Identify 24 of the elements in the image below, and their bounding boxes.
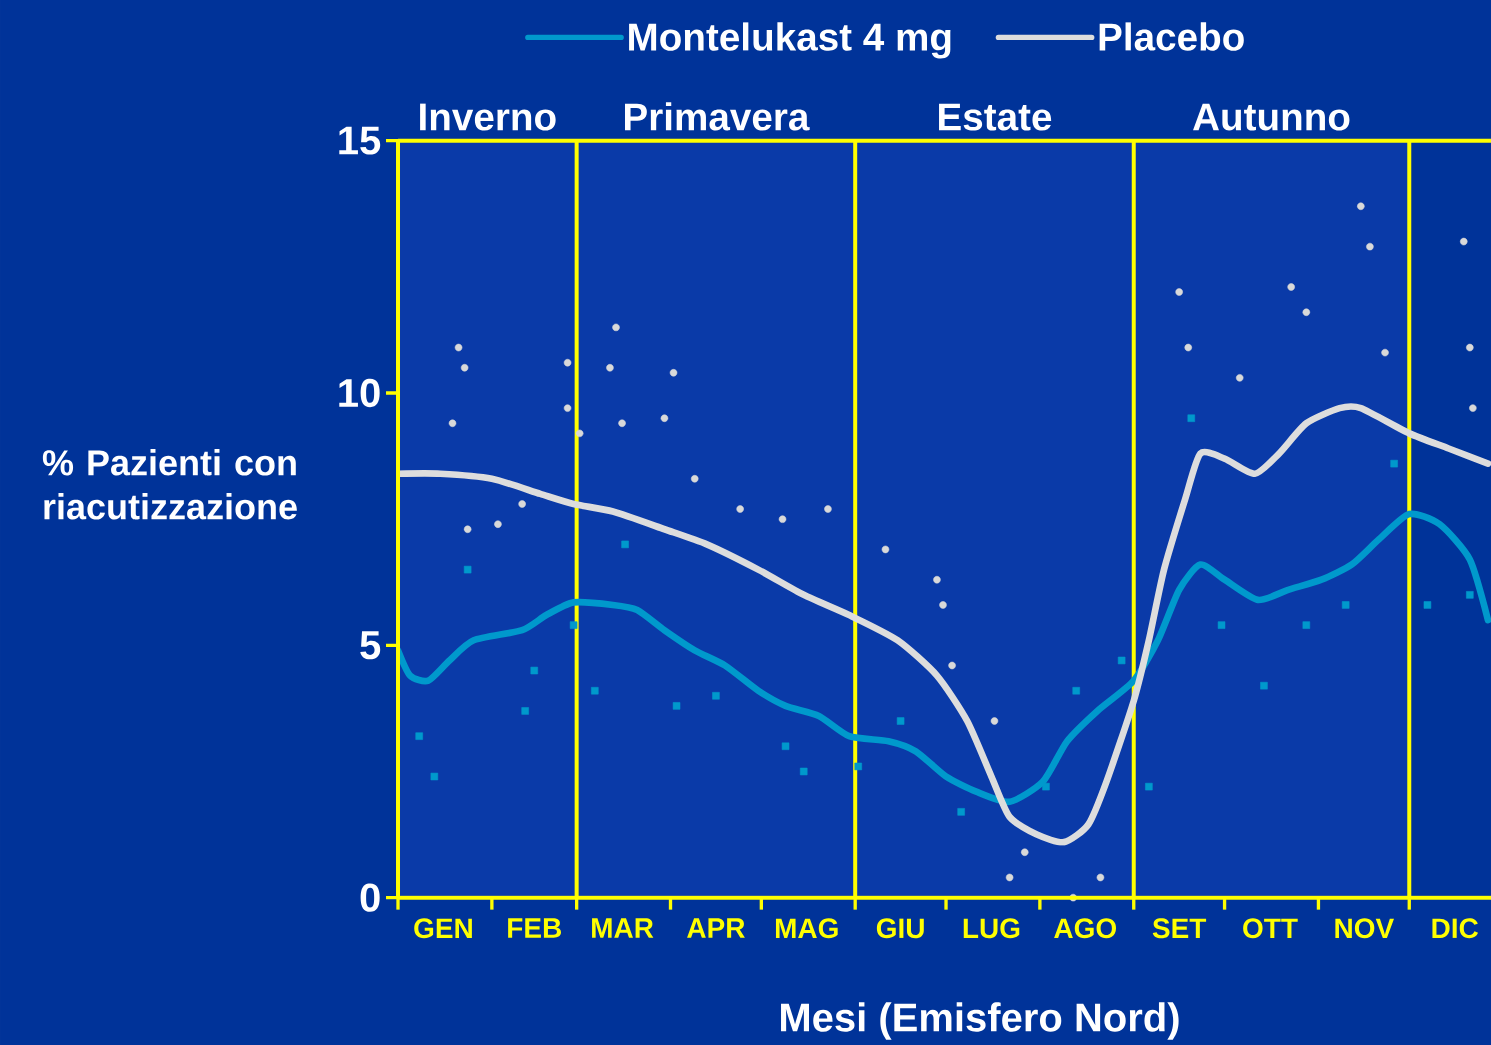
- legend-label: Montelukast 4 mg: [629, 22, 951, 59]
- x-tick-label: NOV: [1335, 918, 1394, 939]
- x-axis-title: Mesi (Emisfero Nord): [781, 1002, 1179, 1040]
- band-label: Estate: [939, 103, 1052, 131]
- x-tick-label: MAR: [592, 918, 654, 938]
- y-tick-label: 10: [339, 378, 380, 408]
- x-tick-label: AGO: [1054, 918, 1117, 939]
- x-tick-label: FEB: [508, 918, 561, 938]
- band-label: Autunno: [1193, 103, 1350, 131]
- y-tick-label: 15: [339, 126, 381, 155]
- y-tick-label: 0: [360, 883, 380, 912]
- y-tick-label: 5: [360, 631, 381, 660]
- x-tick-label: LUG: [963, 918, 1020, 939]
- x-tick-label: GEN: [414, 918, 472, 939]
- band-label: Inverno: [420, 103, 556, 131]
- x-tick-label: OTT: [1243, 918, 1298, 939]
- x-tick-label: GIU: [876, 918, 924, 939]
- band-label: Primavera: [625, 102, 810, 131]
- legend-label: Placebo: [1099, 22, 1244, 51]
- x-tick-label: MAG: [775, 918, 838, 939]
- x-tick-label: DIC: [1432, 918, 1479, 939]
- x-tick-label: SET: [1152, 918, 1207, 939]
- x-tick-label: APR: [687, 918, 745, 938]
- y-axis-title: % Pazienti con riacutizzazione: [42, 449, 297, 520]
